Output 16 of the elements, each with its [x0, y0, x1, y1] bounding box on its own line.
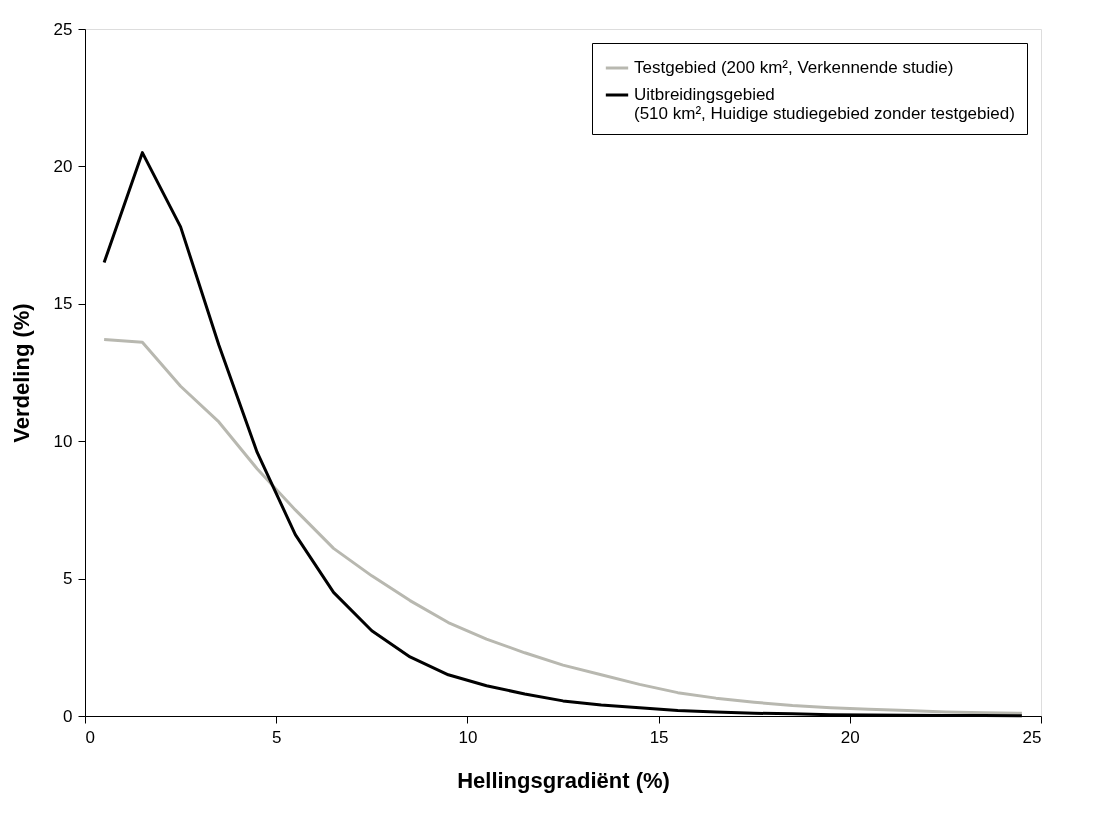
y-tick-label: 0 — [63, 706, 73, 726]
x-tick-label: 15 — [649, 727, 669, 747]
y-axis-title: Verdeling (%) — [8, 303, 34, 443]
y-tick-label: 25 — [53, 19, 73, 39]
y-tick-label: 20 — [53, 156, 73, 176]
y-tick-label: 10 — [53, 431, 73, 451]
x-tick-label: 20 — [840, 727, 860, 747]
x-tick-label: 10 — [458, 727, 478, 747]
x-tick-label: 5 — [271, 727, 282, 747]
x-axis-title: Hellingsgradiënt (%) — [457, 767, 670, 793]
x-tick-label: 0 — [85, 727, 95, 747]
x-tick-label: 25 — [1022, 727, 1042, 747]
legend-label: Uitbreidingsgebied (510 km², Huidige studiegebied zonder testgebied) — [634, 85, 1015, 123]
legend-label: Testgebied (200 km², Verkennende studie) — [634, 58, 954, 77]
y-tick-label: 5 — [63, 569, 73, 589]
y-tick-label: 15 — [53, 294, 73, 314]
